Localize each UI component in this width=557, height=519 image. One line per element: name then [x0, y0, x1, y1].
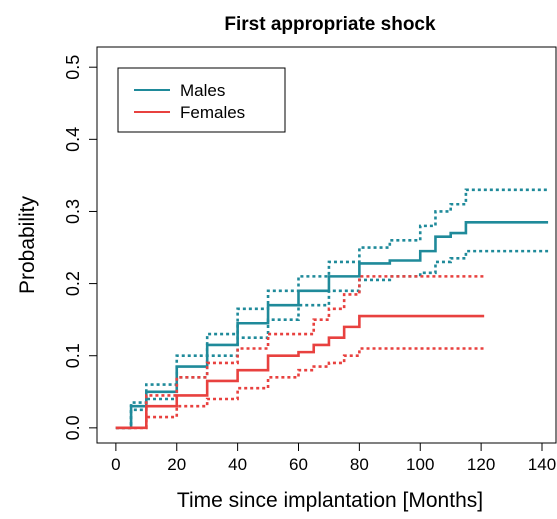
x-tick-label: 140 — [528, 455, 556, 474]
confidence-band — [115, 249, 549, 430]
y-tick-label: 0.2 — [63, 271, 83, 296]
confidence-band — [115, 347, 485, 430]
y-tick-label: 0.5 — [63, 55, 83, 80]
x-tick-label: 100 — [406, 455, 434, 474]
x-tick-label: 120 — [467, 455, 495, 474]
x-tick-label: 20 — [167, 455, 186, 474]
x-tick-label: 80 — [350, 455, 369, 474]
x-axis-label: Time since implantation [Months] — [177, 489, 483, 512]
survival-curve — [115, 314, 485, 430]
confidence-band — [115, 275, 485, 430]
chart-title: First appropriate shock — [224, 14, 436, 35]
legend-box — [117, 67, 286, 133]
survival-curve — [115, 220, 549, 430]
x-tick-label: 60 — [289, 455, 308, 474]
confidence-band — [115, 188, 549, 430]
x-tick-label: 40 — [228, 455, 247, 474]
y-axis-label: Probability — [16, 195, 39, 294]
legend-label: Females — [180, 103, 245, 122]
y-tick-label: 0.1 — [63, 343, 83, 368]
plot-frame — [96, 46, 557, 444]
legend-label: Males — [180, 81, 225, 100]
y-tick-label: 0.0 — [63, 415, 83, 440]
y-tick-label: 0.3 — [63, 199, 83, 224]
y-tick-label: 0.4 — [63, 127, 83, 152]
x-tick-label: 0 — [111, 455, 120, 474]
